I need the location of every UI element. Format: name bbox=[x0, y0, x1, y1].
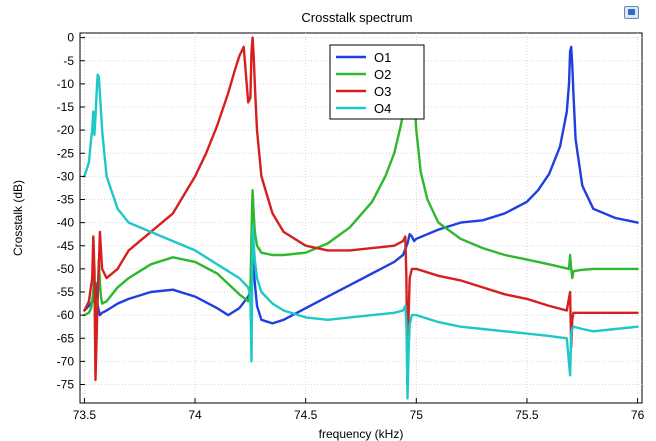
series-line-o3 bbox=[83, 36, 639, 386]
x-tick-label: 73.5 bbox=[73, 408, 97, 422]
y-tick-label: -50 bbox=[57, 262, 75, 276]
y-tick-label: -30 bbox=[57, 169, 75, 183]
y-tick-label: 0 bbox=[67, 31, 74, 45]
tick-labels: 73.5 74 74.5 75 75.5 76 0 -5 -10 -15 -20 -25 -30 -35 -… bbox=[57, 31, 645, 422]
y-tick-label: -20 bbox=[57, 123, 75, 137]
y-tick-label: -60 bbox=[57, 308, 75, 322]
y-tick-label: -45 bbox=[57, 239, 75, 253]
legend-label-o2: O2 bbox=[374, 67, 391, 82]
legend: O1 O2 O3 O4 bbox=[329, 44, 425, 120]
x-tick-label: 75.5 bbox=[515, 408, 539, 422]
y-tick-label: -40 bbox=[57, 216, 75, 230]
y-axis-title: Crosstalk (dB) bbox=[11, 180, 25, 256]
legend-label-o3: O3 bbox=[374, 84, 391, 99]
series-line-o2 bbox=[83, 82, 639, 372]
y-tick-label: -70 bbox=[57, 354, 75, 368]
x-tick-label: 75 bbox=[410, 408, 424, 422]
series-lines bbox=[83, 36, 639, 400]
y-tick-label: -15 bbox=[57, 100, 75, 114]
y-tick-label: -75 bbox=[57, 378, 75, 392]
legend-label-o4: O4 bbox=[374, 101, 391, 116]
image-export-icon-glyph bbox=[628, 9, 635, 15]
chart-title: Crosstalk spectrum bbox=[301, 10, 412, 25]
y-tick-label: -35 bbox=[57, 193, 75, 207]
x-axis-title: frequency (kHz) bbox=[319, 427, 404, 441]
y-tick-label: -65 bbox=[57, 331, 75, 345]
y-tick-label: -10 bbox=[57, 77, 75, 91]
grid-lines bbox=[80, 33, 642, 403]
x-tick-label: 74.5 bbox=[294, 408, 318, 422]
y-tick-label: -5 bbox=[63, 54, 74, 68]
legend-label-o1: O1 bbox=[374, 50, 391, 65]
x-tick-label: 74 bbox=[188, 408, 202, 422]
image-export-icon[interactable] bbox=[624, 6, 639, 19]
series-line-o4 bbox=[83, 73, 639, 400]
y-tick-label: -55 bbox=[57, 285, 75, 299]
y-tick-label: -25 bbox=[57, 146, 75, 160]
x-tick-label: 76 bbox=[631, 408, 645, 422]
series-line-o1 bbox=[83, 45, 639, 325]
